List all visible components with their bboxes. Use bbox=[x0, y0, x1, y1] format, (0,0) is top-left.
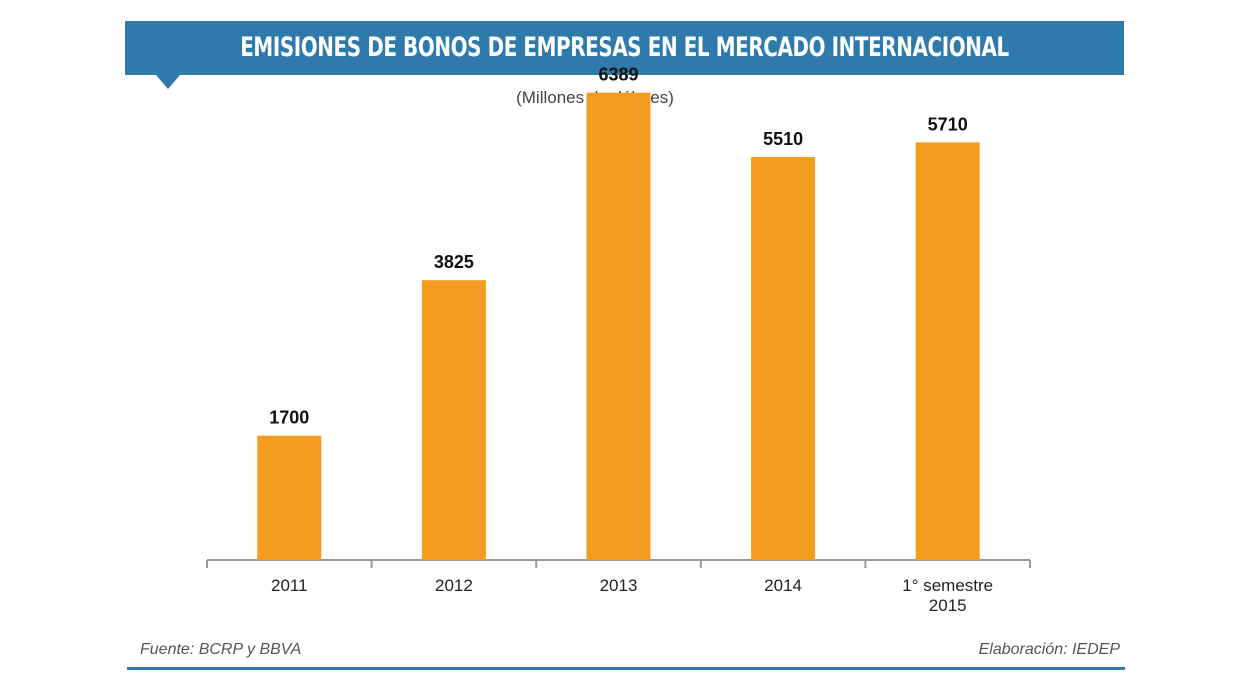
data-label: 3825 bbox=[434, 252, 474, 272]
footer-rule bbox=[127, 667, 1125, 670]
footer-source: Fuente: BCRP y BBVA bbox=[140, 641, 302, 658]
x-tick-label: 2011 bbox=[271, 576, 308, 595]
title-banner: EMISIONES DE BONOS DE EMPRESAS EN EL MER… bbox=[125, 21, 1124, 75]
bar-2011 bbox=[257, 435, 322, 560]
data-label: 5710 bbox=[928, 114, 968, 134]
chart-title: EMISIONES DE BONOS DE EMPRESAS EN EL MER… bbox=[240, 32, 1009, 63]
x-tick-label: 2013 bbox=[600, 576, 638, 595]
bar-1-semestre-2015 bbox=[915, 142, 980, 560]
bar-2014 bbox=[751, 156, 816, 561]
x-tick-label: 2015 bbox=[929, 596, 967, 615]
bar-2013 bbox=[586, 92, 651, 561]
x-tick-label: 2014 bbox=[764, 576, 802, 595]
bar-2012 bbox=[421, 280, 486, 560]
footer-credit: Elaboración: IEDEP bbox=[978, 641, 1120, 658]
x-tick-label: 2012 bbox=[435, 576, 473, 595]
data-label: 5510 bbox=[763, 129, 803, 149]
data-label: 6389 bbox=[598, 65, 638, 85]
data-label: 1700 bbox=[269, 408, 309, 428]
x-tick-label: 1° semestre bbox=[902, 576, 993, 595]
title-banner-notch bbox=[156, 75, 180, 89]
